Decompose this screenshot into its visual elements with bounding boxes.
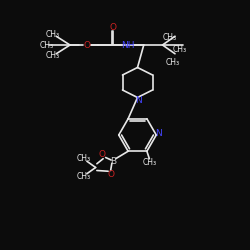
Text: O: O — [107, 170, 114, 179]
Text: CH₃: CH₃ — [76, 154, 91, 163]
Text: CH₃: CH₃ — [46, 30, 60, 39]
Text: CH₃: CH₃ — [76, 172, 91, 181]
Text: CH₃: CH₃ — [46, 51, 60, 60]
Text: O: O — [84, 40, 90, 50]
Text: CH₃: CH₃ — [142, 158, 156, 167]
Text: N: N — [156, 129, 162, 138]
Text: N: N — [136, 96, 142, 105]
Text: CH₃: CH₃ — [163, 33, 177, 42]
Text: O: O — [99, 150, 106, 160]
Text: CH₃: CH₃ — [166, 58, 179, 67]
Text: CH₃: CH₃ — [39, 40, 53, 50]
Text: CH₃: CH₃ — [173, 46, 187, 54]
Text: B: B — [110, 157, 116, 166]
Text: NH: NH — [121, 40, 134, 50]
Text: O: O — [109, 23, 116, 32]
